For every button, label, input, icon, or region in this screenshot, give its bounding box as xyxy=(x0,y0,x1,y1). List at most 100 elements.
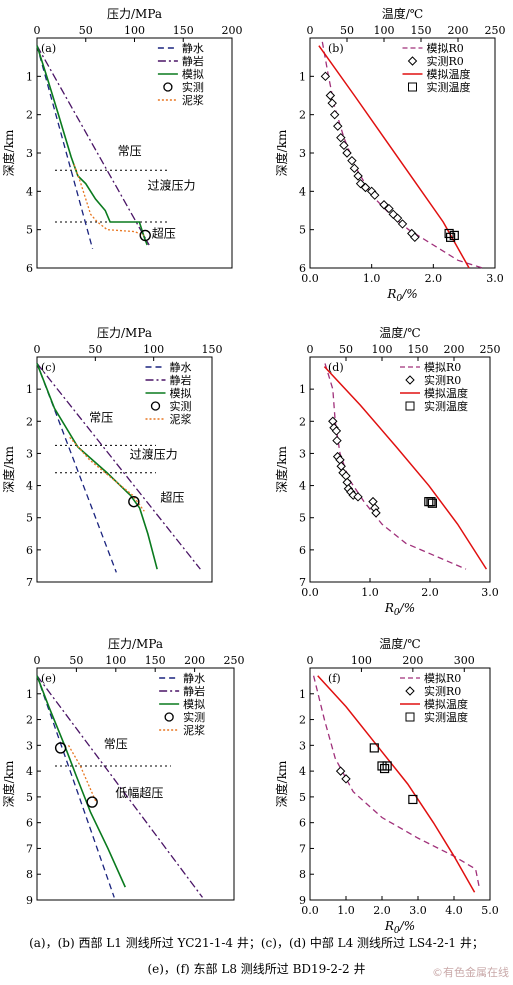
x-tick-label: 250 xyxy=(224,654,245,667)
y-tick-label: 2 xyxy=(26,109,33,122)
plot-frame xyxy=(309,356,491,583)
temp-tick-label: 150 xyxy=(408,343,429,356)
x-tick-label: 50 xyxy=(69,654,83,667)
x-axis-title: 压力/MPa xyxy=(108,637,163,651)
x-tick-label: 200 xyxy=(184,654,205,667)
measured-r0-point xyxy=(371,508,381,518)
r0-tick-label: 1.0 xyxy=(363,272,381,285)
legend-label: 静岩 xyxy=(170,373,192,387)
r0-axis-label-part: 0 xyxy=(394,608,400,618)
x-tick-label: 0 xyxy=(34,343,41,356)
measured-r0-point xyxy=(342,477,352,488)
y-tick-label: 7 xyxy=(26,842,33,855)
plot-frame xyxy=(309,667,491,901)
legend-label: 模拟R0 xyxy=(427,41,464,55)
pressure-panel-a: 1 2 3 4 5 6 深度/km 0 50 100 150 200 压力/MPa (a) 常压过渡压力超压… xyxy=(1,7,243,275)
zone-annotation: 常压 xyxy=(104,737,128,751)
r0-tick-label: 0.0 xyxy=(301,586,319,599)
measured-temp-point xyxy=(427,498,437,508)
r0-axis-label-part: 0 xyxy=(394,926,400,936)
zone-annotation: 过渡压力 xyxy=(148,177,196,192)
zone-annotation: 过渡压力 xyxy=(130,446,178,461)
legend-label: 实测R0 xyxy=(424,373,461,387)
legend-label: 实测温度 xyxy=(424,399,468,413)
x-tick-label: 50 xyxy=(79,24,93,37)
series-line-模拟 xyxy=(36,45,148,246)
measured-r0-point xyxy=(392,213,403,223)
temp-tick-label: 100 xyxy=(372,343,393,356)
x-tick-label: 150 xyxy=(202,343,223,356)
legend-marker xyxy=(405,401,415,411)
measured-r0-point xyxy=(370,190,380,200)
legend-label: 模拟 xyxy=(183,697,205,711)
y-tick-label: 5 xyxy=(26,224,33,237)
legend-label: 模拟R0 xyxy=(424,360,461,374)
y-tick-label: 4 xyxy=(299,765,306,778)
x-tick-label: 100 xyxy=(143,343,164,356)
measured-point xyxy=(139,229,151,242)
legend-label: 模拟 xyxy=(170,386,192,400)
measured-r0-point xyxy=(355,178,366,189)
legend-marker xyxy=(405,686,415,696)
x-tick-label: 100 xyxy=(124,24,145,37)
series-line-泥浆 xyxy=(69,436,145,512)
plot-frame xyxy=(36,667,235,901)
zone-annotation: 低幅超压 xyxy=(115,785,163,800)
measured-r0-point xyxy=(397,219,408,229)
r0-tick-label: 3.0 xyxy=(409,904,427,917)
sim-temp-line xyxy=(317,675,476,893)
r0-axis-label-part: /% xyxy=(399,601,415,615)
measured-temp-point xyxy=(379,763,390,774)
sim-r0-line xyxy=(312,675,480,888)
temp-tick-label: 200 xyxy=(444,343,465,356)
r0-axis-label-part: 0 xyxy=(396,294,402,304)
measured-r0-point xyxy=(384,203,394,214)
y-tick-label: 2 xyxy=(299,714,306,727)
x-tick-label: 50 xyxy=(88,343,102,356)
figure-caption: (a)，(b) 西部 L1 测线所过 YC21-1-4 井；(c)，(d) 中部… xyxy=(0,930,513,982)
r0-axis-label-part: R xyxy=(384,601,394,615)
y-tick-label: 1 xyxy=(26,70,33,83)
panel-label: (f) xyxy=(328,672,341,685)
y-tick-label: 3 xyxy=(299,447,306,460)
r0-tick-label: 2.0 xyxy=(421,586,439,599)
series-line-模拟 xyxy=(36,675,126,888)
y-tick-label: 9 xyxy=(26,894,33,907)
panel-label: (b) xyxy=(328,42,344,55)
r0-tick-label: 4.0 xyxy=(445,904,463,917)
panel-label: (c) xyxy=(41,361,56,374)
panel-label: (e) xyxy=(41,672,56,685)
legend-label: 实测 xyxy=(170,399,192,413)
temperature-panel-f: 1 2 3 4 5 6 7 8 9 深度/km 0 100 200 300 温度/℃ 0.0 1.0 2.0 3.0… xyxy=(274,636,499,936)
x-tick-label: 100 xyxy=(105,654,126,667)
measured-temp-point xyxy=(449,230,459,241)
y-tick-label: 2 xyxy=(26,415,33,428)
measured-r0-point xyxy=(353,492,363,502)
temp-axis-title: 温度/℃ xyxy=(382,6,423,21)
y-tick-label: 1 xyxy=(299,383,306,396)
y-tick-label: 1 xyxy=(26,688,33,701)
x-tick-label: 150 xyxy=(173,24,194,37)
legend-label: 实测温度 xyxy=(427,80,471,94)
y-axis-label: 深度/km xyxy=(274,129,289,176)
r0-axis-label-part: R xyxy=(384,919,394,933)
y-tick-label: 5 xyxy=(299,512,306,525)
series-line-静岩 xyxy=(36,675,204,898)
legend-label: 静岩 xyxy=(182,54,204,68)
temperature-panel-b: 1 2 3 4 5 6 深度/km 0 50 100 150 200 250 温度/℃ 0.0 1.0 2.0 3… xyxy=(274,6,506,304)
y-tick-label: 5 xyxy=(299,791,306,804)
legend-label: 模拟温度 xyxy=(427,67,471,81)
measured-r0-point xyxy=(336,132,346,143)
panel-label: (a) xyxy=(41,42,56,55)
measured-r0-point xyxy=(329,109,340,120)
y-tick-label: 1 xyxy=(26,383,33,396)
series-line-静水 xyxy=(36,45,94,250)
temp-tick-label: 250 xyxy=(480,343,501,356)
legend-label: 实测 xyxy=(182,80,204,94)
r0-tick-label: 0.0 xyxy=(301,904,319,917)
y-tick-label: 2 xyxy=(299,109,306,122)
plot-frame xyxy=(36,356,213,583)
r0-tick-label: 3.0 xyxy=(486,272,504,285)
series-line-泥浆 xyxy=(67,745,97,803)
